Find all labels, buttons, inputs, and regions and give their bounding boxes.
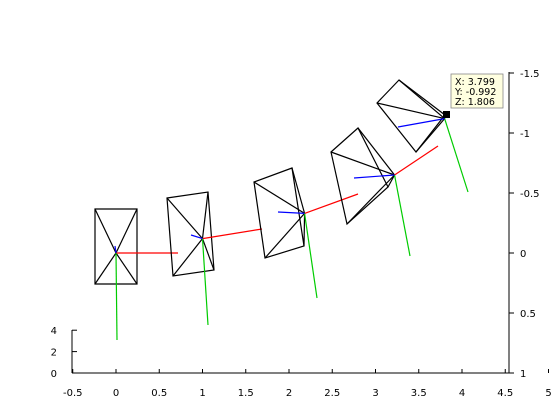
datatip-box	[450, 73, 504, 109]
camera-pose	[330, 127, 439, 257]
x-tick-label: 4	[459, 388, 465, 399]
datatip-x-value: X: 3.799	[455, 77, 495, 88]
y-axis-ticks: -1.5 -1 -0.5 0 0.5 1	[509, 69, 540, 380]
z-tick-label: 0	[51, 369, 57, 380]
camera-frustum-edge	[172, 238, 203, 277]
z-tick-label: 2	[51, 348, 57, 359]
camera-frustum-edge	[415, 118, 446, 153]
camera-frustum-edge	[357, 127, 396, 176]
z-tick-label: 4	[51, 326, 57, 337]
camera-z-axis	[114, 245, 117, 254]
x-tick-label: 1.5	[238, 388, 254, 399]
camera-frustum-edge	[201, 238, 215, 271]
datatip[interactable]: X: 3.799 Y: -0.992 Z: 1.806	[443, 73, 504, 118]
camera-y-axis	[444, 118, 469, 193]
x-tick-label: 3.5	[411, 388, 427, 399]
z-axis-ticks: 0 2 4	[51, 326, 77, 380]
camera-z-axis	[397, 118, 445, 128]
camera-frustum-edge	[201, 191, 209, 239]
camera-frustum-edge	[115, 252, 138, 285]
camera-y-axis	[393, 174, 411, 257]
x-tick-label: 2	[286, 388, 292, 399]
camera-pose	[94, 208, 178, 341]
camera-frustum-edge	[376, 102, 445, 120]
camera-frustum-edge	[330, 151, 395, 176]
x-tick-label: 1	[199, 388, 205, 399]
camera-frustum-edge	[291, 167, 306, 214]
camera-x-axis	[394, 145, 439, 176]
y-tick-label: 0	[520, 249, 526, 260]
y-tick-label: 0.5	[520, 309, 536, 320]
x-tick-label: 3	[372, 388, 378, 399]
camera-frustum-edge	[303, 213, 306, 247]
camera-frustum-edge	[94, 252, 117, 285]
camera-y-axis	[201, 238, 209, 326]
camera-z-axis	[353, 174, 395, 179]
y-tick-label: -0.5	[520, 189, 540, 200]
x-tick-label: 0.5	[151, 388, 167, 399]
camera-frustum-edge	[398, 79, 446, 120]
camera-y-axis	[303, 213, 318, 299]
datatip-y-value: Y: -0.992	[454, 87, 496, 98]
camera-pose	[253, 167, 359, 299]
y-tick-label: -1.5	[520, 69, 540, 80]
x-tick-label: 0	[113, 388, 119, 399]
camera-frustum-edge	[253, 181, 305, 214]
x-tick-label: 5	[545, 388, 551, 399]
x-tick-label: 2.5	[324, 388, 340, 399]
datatip-z-value: Z: 1.806	[455, 97, 495, 108]
camera-frustum-edge	[94, 208, 117, 254]
camera-x-axis	[304, 193, 359, 214]
camera-x-axis	[202, 228, 263, 240]
camera-frustum-edge	[387, 174, 396, 188]
y-tick-label: 1	[520, 369, 526, 380]
x-tick-label: 4.5	[497, 388, 513, 399]
x-axis-ticks: -0.5 0 0.5 1 1.5 2 2.5 3 3.5 4 4.5 5	[63, 369, 552, 399]
camera-frustum-edge	[115, 208, 138, 254]
camera-frustum-edge	[264, 213, 306, 259]
camera-frustum-edge	[166, 197, 203, 239]
x-tick-label: -0.5	[63, 388, 83, 399]
camera-z-axis	[190, 234, 203, 240]
camera-y-axis	[115, 252, 118, 341]
camera-z-axis	[277, 211, 305, 214]
camera-pose	[166, 191, 263, 326]
camera-frames	[94, 79, 469, 341]
y-tick-label: -1	[520, 129, 530, 140]
camera-frustum-edge	[346, 174, 395, 225]
datatip-marker[interactable]	[443, 111, 450, 118]
